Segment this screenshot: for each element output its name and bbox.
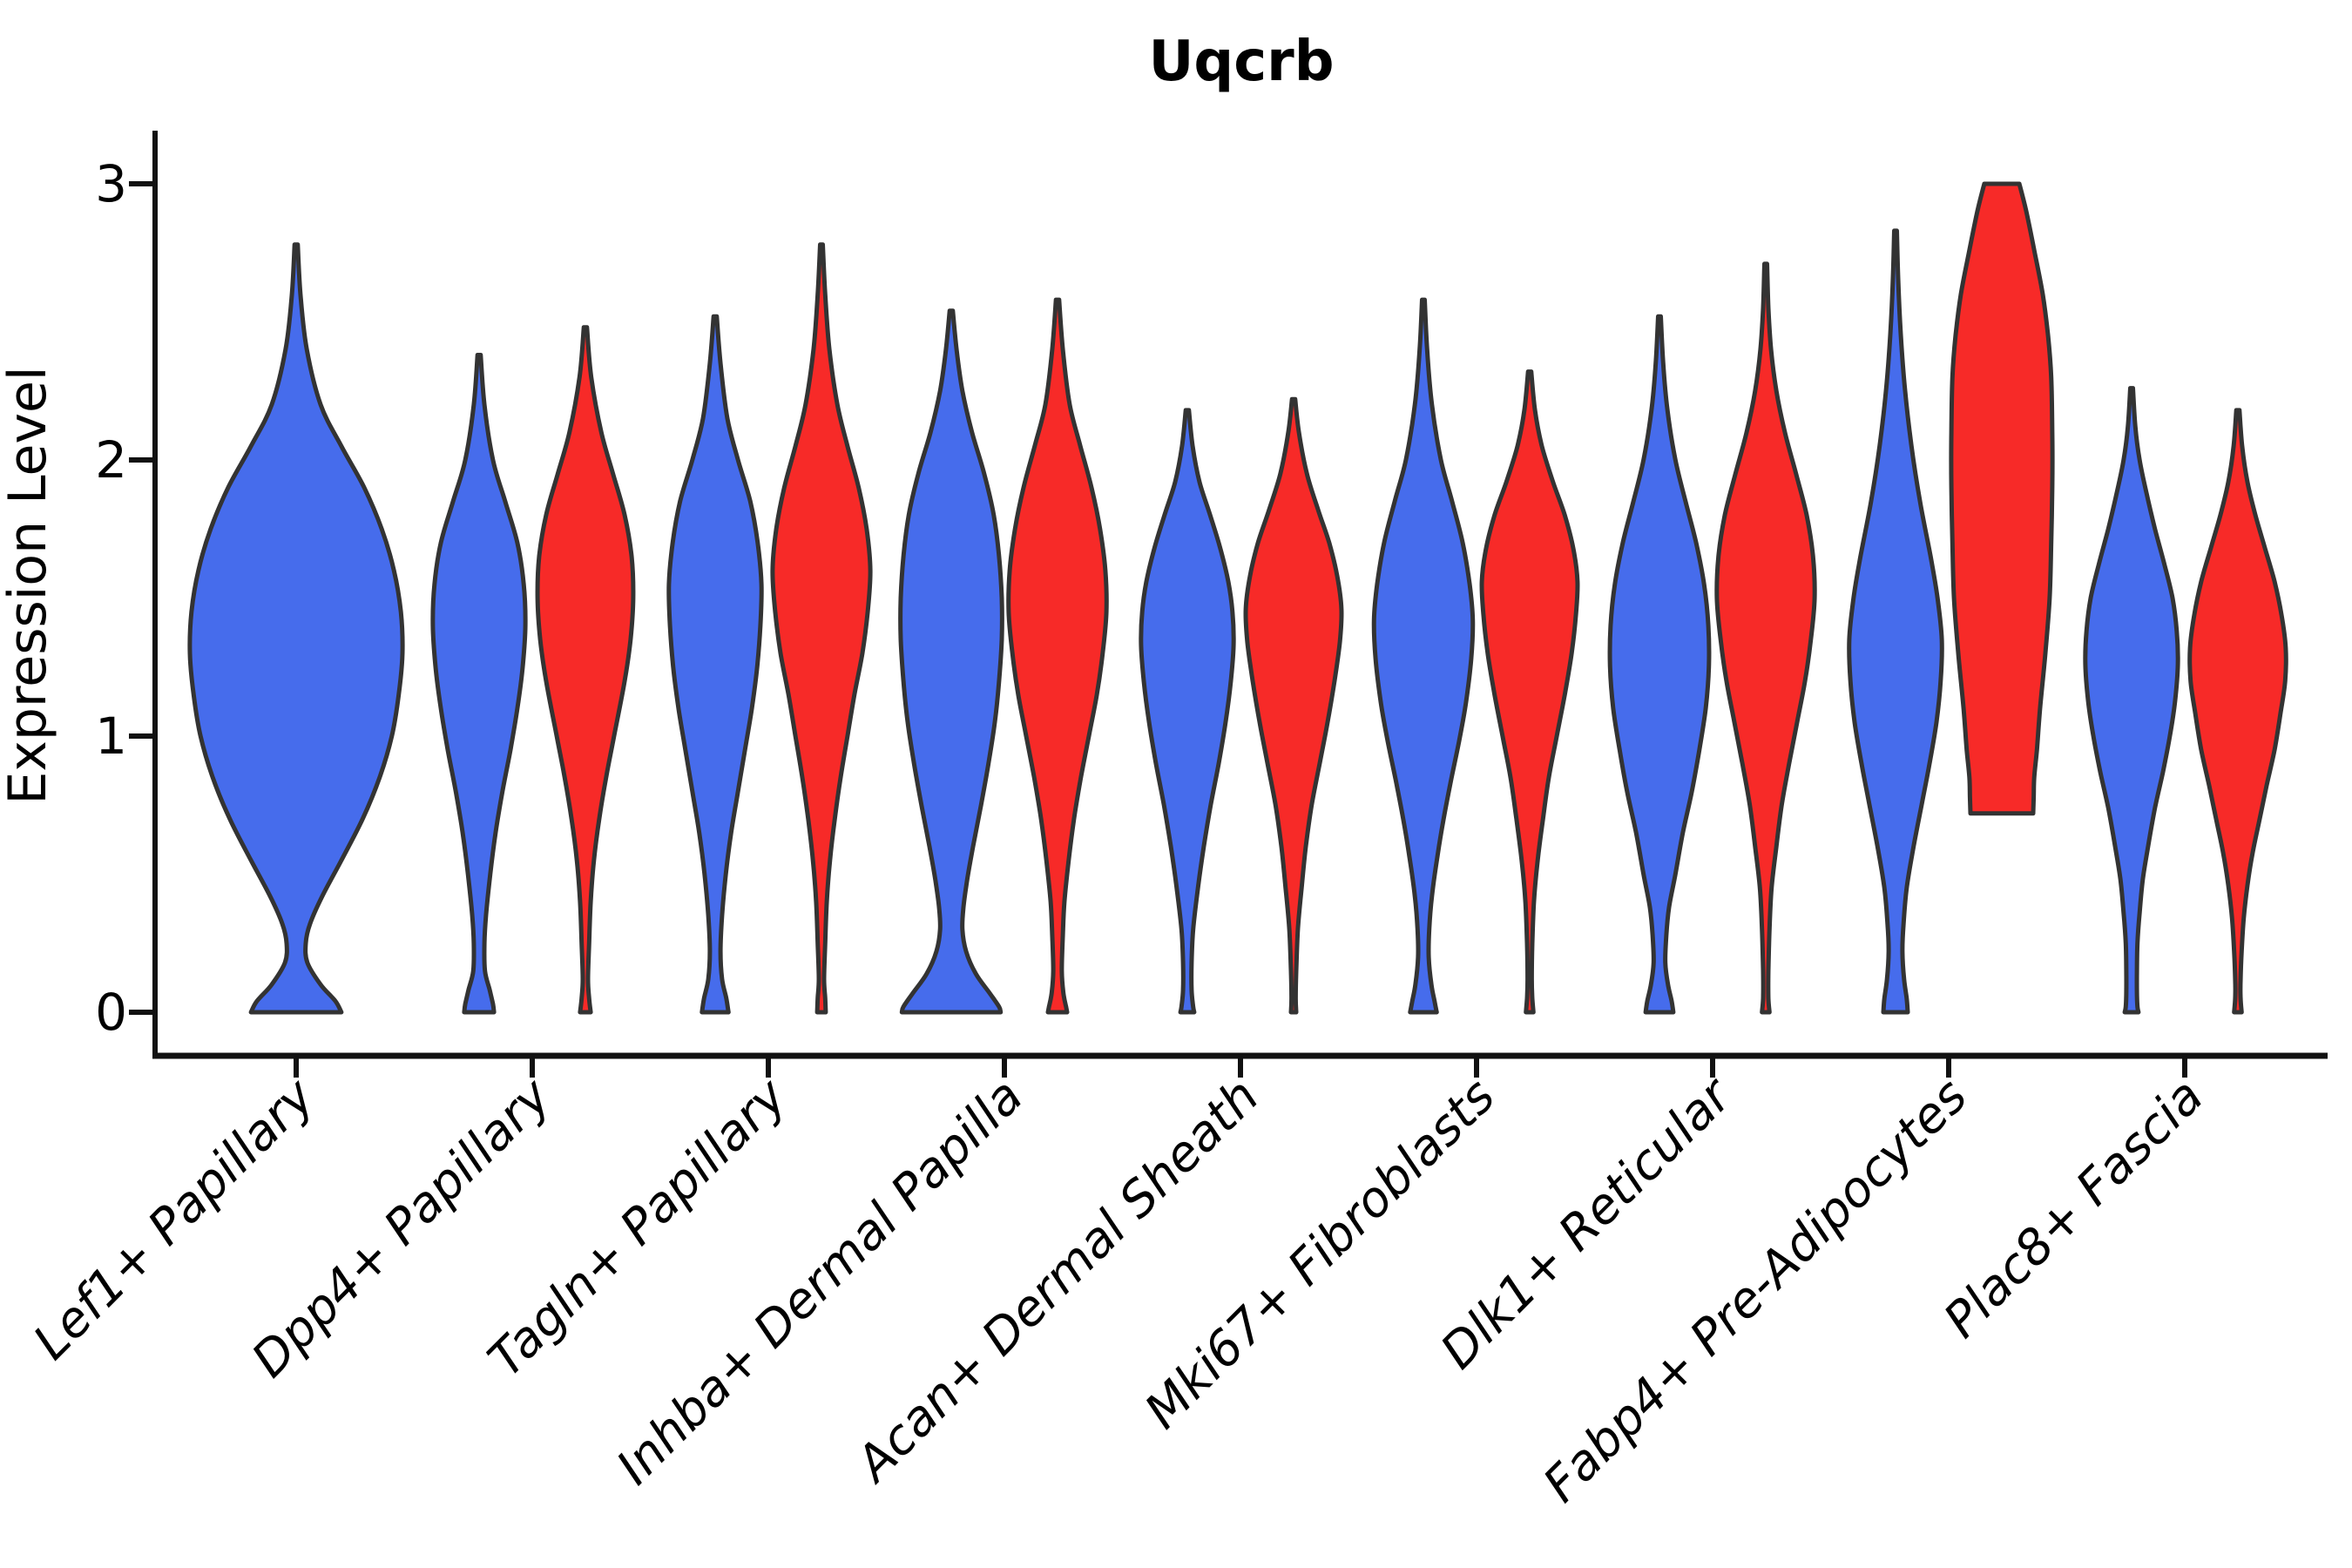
x-tick-label-3: Inhba+ Dermal Papilla [606, 1068, 1034, 1496]
violin-tagln-papillary-red [770, 242, 873, 1015]
x-tick-label-4: Acan+ Dermal Sheath [844, 1068, 1270, 1494]
violin-dlk1-reticular-red [1714, 261, 1817, 1015]
violin-acan-dermal-sheath-blue [1139, 408, 1236, 1015]
violin-mki67-fibroblasts-red [1479, 369, 1580, 1015]
violin-fabp4-pre-adipocytes-blue [1847, 228, 1944, 1015]
y-tick-label-1: 1 [95, 706, 127, 766]
violin-dpp4-papillary-blue [430, 353, 528, 1015]
violin-plac8-fascia-blue [2083, 386, 2180, 1015]
violin-mki67-fibroblasts-blue [1371, 297, 1476, 1015]
violin-inhba-dermal-papilla-red [1006, 297, 1109, 1015]
y-tick-label-3: 3 [95, 154, 127, 213]
violins-layer [187, 181, 2288, 1015]
violin-plac8-fascia-red [2187, 408, 2288, 1015]
violin-fabp4-pre-adipocytes-red [1949, 181, 2055, 816]
y-tick-label-0: 0 [95, 983, 127, 1042]
x-tick-label-7: Fabp4+ Pre-Adipocytes [1533, 1068, 1978, 1513]
violin-dpp4-papillary-red [535, 325, 636, 1015]
violin-dlk1-reticular-blue [1607, 314, 1712, 1015]
violin-lef1-papillary-blue [187, 242, 405, 1015]
violin-tagln-papillary-blue [666, 314, 764, 1015]
labels-layer: Uqcrb Expression Level [0, 30, 1335, 805]
violin-acan-dermal-sheath-red [1243, 396, 1344, 1015]
plot-title: Uqcrb [1148, 30, 1334, 94]
y-axis-label: Expression Level [0, 366, 58, 804]
violin-inhba-dermal-papilla-blue [898, 308, 1004, 1015]
y-tick-label-2: 2 [95, 430, 127, 490]
